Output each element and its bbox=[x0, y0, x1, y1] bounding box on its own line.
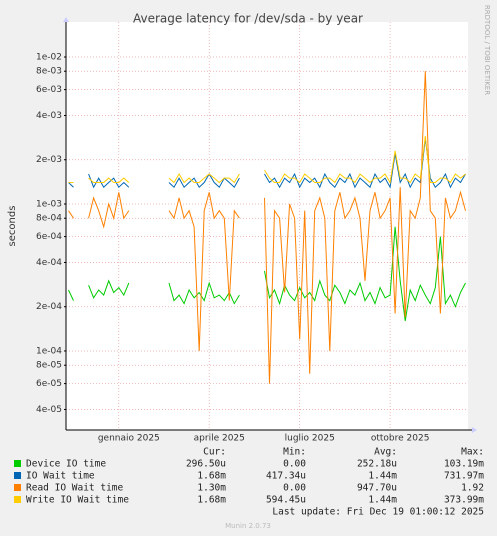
y-arrow bbox=[63, 17, 69, 22]
y-tick-label: 6e-04 bbox=[36, 232, 62, 242]
y-tick-label: 2e-04 bbox=[36, 302, 62, 312]
legend-value: 1.68m bbox=[197, 471, 226, 482]
legend-swatch bbox=[14, 472, 21, 479]
x-arrow bbox=[472, 427, 477, 433]
x-tick-label: aprile 2025 bbox=[194, 434, 245, 444]
y-tick-label: 4e-04 bbox=[36, 258, 62, 268]
series-line bbox=[68, 135, 466, 184]
legend-swatch bbox=[14, 460, 21, 467]
legend-label: Read IO Wait time bbox=[26, 483, 124, 494]
legend-value: 296.50u bbox=[186, 459, 226, 470]
x-tick-label: gennaio 2025 bbox=[98, 434, 160, 444]
legend-value: 594.45u bbox=[266, 495, 306, 506]
y-tick-label: 1e-02 bbox=[36, 52, 62, 62]
side-text: RRDTOOL / TOBI OETIKER bbox=[483, 5, 491, 95]
series-line bbox=[68, 71, 466, 384]
legend-value: 1.44m bbox=[368, 495, 397, 506]
legend-header: Min: bbox=[283, 447, 306, 458]
y-tick-label: 1e-03 bbox=[36, 199, 62, 209]
legend-swatch bbox=[14, 496, 21, 503]
chart-title: Average latency for /dev/sda - by year bbox=[133, 12, 363, 26]
y-tick-label: 4e-03 bbox=[36, 111, 62, 121]
y-tick-label: 2e-03 bbox=[36, 155, 62, 165]
y-tick-label: 6e-03 bbox=[36, 85, 62, 95]
legend-value: 731.97m bbox=[444, 471, 484, 482]
y-tick-label: 4e-05 bbox=[36, 405, 62, 415]
legend-value: 947.70u bbox=[357, 483, 397, 494]
series-line bbox=[68, 226, 466, 322]
x-tick-label: ottobre 2025 bbox=[371, 434, 430, 444]
legend-value: 252.18u bbox=[357, 459, 397, 470]
y-tick-label: 6e-05 bbox=[36, 379, 62, 389]
legend-value: 373.99m bbox=[444, 495, 484, 506]
y-tick-label: 8e-04 bbox=[36, 214, 62, 224]
footer: Munin 2.0.73 bbox=[225, 522, 271, 530]
legend-swatch bbox=[14, 484, 21, 491]
legend-label: IO Wait time bbox=[26, 471, 95, 482]
y-tick-label: 1e-04 bbox=[36, 346, 62, 356]
legend-value: 1.44m bbox=[368, 471, 397, 482]
series-line bbox=[68, 138, 466, 189]
legend-value: 1.30m bbox=[197, 483, 226, 494]
legend-value: 1.92 bbox=[461, 483, 484, 494]
plot-area bbox=[66, 22, 468, 430]
y-axis-label: seconds bbox=[7, 206, 18, 247]
legend-header: Cur: bbox=[203, 447, 226, 458]
last-update: Last update: Fri Dec 19 01:00:12 2025 bbox=[272, 507, 484, 518]
legend-value: 0.00 bbox=[283, 459, 306, 470]
legend-header: Avg: bbox=[374, 447, 397, 458]
x-tick-label: luglio 2025 bbox=[285, 434, 335, 444]
legend-label: Write IO Wait time bbox=[26, 495, 129, 506]
legend-value: 1.68m bbox=[197, 495, 226, 506]
lines bbox=[68, 71, 466, 384]
y-tick-label: 8e-05 bbox=[36, 361, 62, 371]
legend-value: 103.19m bbox=[444, 459, 484, 470]
y-tick-label: 8e-03 bbox=[36, 67, 62, 77]
legend-label: Device IO time bbox=[26, 459, 106, 470]
grid bbox=[66, 22, 468, 430]
legend-value: 0.00 bbox=[283, 483, 306, 494]
legend-value: 417.34u bbox=[266, 471, 306, 482]
legend-header: Max: bbox=[461, 447, 484, 458]
